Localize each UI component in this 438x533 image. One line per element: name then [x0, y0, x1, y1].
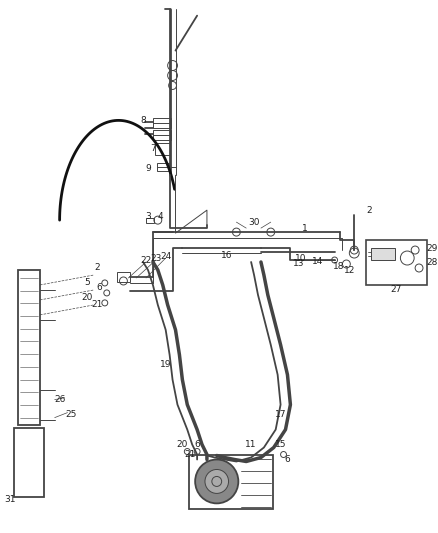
- Text: 6: 6: [96, 284, 102, 293]
- Text: 26: 26: [54, 395, 65, 404]
- Text: 21: 21: [91, 301, 102, 309]
- Text: 16: 16: [221, 251, 232, 260]
- Bar: [18, 270, 40, 425]
- Text: 2: 2: [366, 206, 372, 215]
- Text: 6: 6: [194, 440, 200, 449]
- Text: 15: 15: [275, 440, 286, 449]
- Bar: [117, 272, 131, 282]
- Bar: [157, 163, 169, 171]
- Text: 5: 5: [84, 278, 90, 287]
- Bar: [155, 143, 170, 155]
- Bar: [189, 455, 273, 510]
- Text: 21: 21: [184, 450, 196, 459]
- Bar: [146, 218, 154, 223]
- Text: 11: 11: [245, 440, 257, 449]
- Text: 19: 19: [160, 360, 171, 369]
- Text: 25: 25: [66, 410, 77, 419]
- Text: 2: 2: [94, 263, 100, 272]
- Text: 12: 12: [344, 266, 355, 276]
- Text: 20: 20: [177, 440, 188, 449]
- Text: 27: 27: [391, 286, 402, 294]
- Bar: [153, 118, 170, 128]
- Bar: [153, 131, 170, 140]
- Text: 1: 1: [302, 224, 308, 232]
- Bar: [366, 240, 427, 285]
- Text: 28: 28: [426, 257, 438, 266]
- Circle shape: [195, 459, 238, 503]
- Text: 8: 8: [140, 116, 146, 125]
- Text: 22: 22: [141, 255, 152, 264]
- Text: 3: 3: [145, 212, 151, 221]
- Text: 4: 4: [158, 212, 163, 221]
- Text: 30: 30: [248, 217, 260, 227]
- Text: 10: 10: [294, 254, 306, 263]
- Text: 29: 29: [426, 244, 438, 253]
- Circle shape: [205, 470, 229, 494]
- Text: 17: 17: [275, 410, 286, 419]
- Text: 14: 14: [312, 256, 324, 265]
- Text: 9: 9: [145, 164, 151, 173]
- Text: 6: 6: [285, 455, 290, 464]
- Text: 20: 20: [81, 294, 93, 302]
- Text: 18: 18: [333, 262, 344, 271]
- Text: 24: 24: [160, 252, 171, 261]
- Bar: [14, 427, 44, 497]
- Text: 7: 7: [150, 144, 156, 153]
- Text: 23: 23: [150, 254, 162, 263]
- Bar: [371, 248, 396, 260]
- Text: 13: 13: [293, 259, 304, 268]
- Text: 31: 31: [5, 495, 16, 504]
